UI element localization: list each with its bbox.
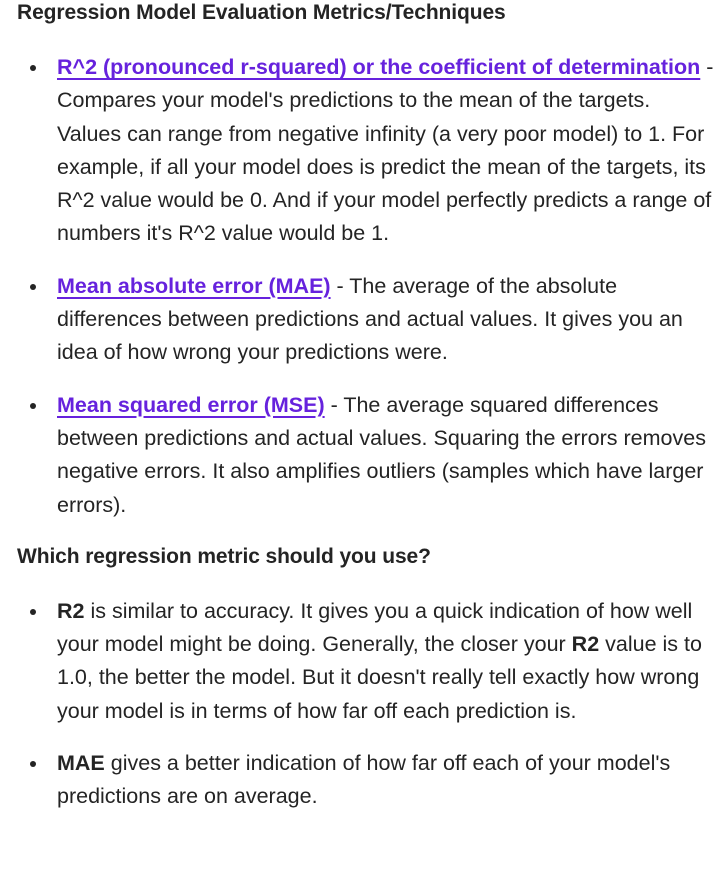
section-heading-metrics: Regression Model Evaluation Metrics/Tech… <box>17 1 506 24</box>
r2-link[interactable]: R^2 (pronounced r-squared) or the coeffi… <box>57 55 701 79</box>
r2-advice-text-a: is similar to accuracy. It gives you a q… <box>57 598 693 657</box>
list-item-mse: Mean squared error (MSE) - The average s… <box>17 389 717 522</box>
mse-link[interactable]: Mean squared error (MSE) <box>57 392 325 417</box>
list-item-r2-advice: R2 is similar to accuracy. It gives you … <box>17 595 717 728</box>
mae-advice-text: gives a better indication of how far off… <box>57 751 671 809</box>
section-heading-which-metric: Which regression metric should you use? <box>17 544 431 568</box>
r2-term-inline: R2 <box>571 632 600 657</box>
r2-description: - Compares your model's predictions to t… <box>57 55 714 246</box>
mse-description: - The average squared differences betwee… <box>57 392 706 517</box>
mae-link[interactable]: Mean absolute error (MAE) <box>57 273 331 298</box>
list-item-mae: Mean absolute error (MAE) - The average … <box>17 270 717 370</box>
r2-advice-text-b: value is to 1.0, the better the model. B… <box>57 632 702 723</box>
list-item-mae-advice: MAE gives a better indication of how far… <box>17 747 717 814</box>
recommendation-list: R2 is similar to accuracy. It gives you … <box>17 595 717 814</box>
list-item-r2: R^2 (pronounced r-squared) or the coeffi… <box>17 51 717 251</box>
metrics-list: R^2 (pronounced r-squared) or the coeffi… <box>17 51 717 522</box>
r2-term: R2 <box>57 598 85 623</box>
mae-term: MAE <box>57 751 105 776</box>
article-content: Regression Model Evaluation Metrics/Tech… <box>17 0 717 833</box>
mae-description: - The average of the absolute difference… <box>57 273 683 365</box>
